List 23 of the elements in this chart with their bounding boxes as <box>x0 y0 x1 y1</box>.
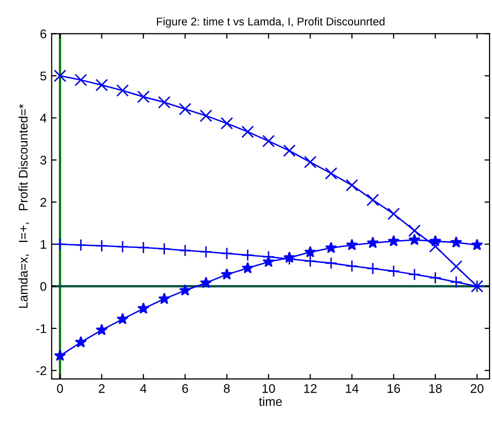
x-tick-label: 6 <box>182 384 188 393</box>
x-tick-label: 4 <box>140 384 147 393</box>
x-tick-label: 0 <box>57 384 63 393</box>
y-tick-label: 2 <box>40 198 46 207</box>
x-tick-label: 12 <box>304 384 317 393</box>
x-tick-label: 16 <box>388 384 400 393</box>
x-tick-label: 10 <box>262 384 275 393</box>
y-tick-label: -1 <box>36 324 46 333</box>
x-tick-label: 8 <box>224 384 230 393</box>
x-axis-title: time <box>258 396 282 406</box>
x-tick-label: 2 <box>98 384 105 393</box>
y-tick-label: 3 <box>40 156 46 165</box>
y-tick-label: 1 <box>40 240 46 249</box>
x-tick-label: 14 <box>346 384 359 393</box>
y-tick-label: 6 <box>40 29 46 38</box>
y-tick-label: 4 <box>40 114 46 122</box>
y-axis-title: Lamda=x, I=+, Profit Discounted=* <box>18 104 30 308</box>
x-tick-label: 20 <box>470 384 484 393</box>
y-tick-label: 5 <box>40 72 46 80</box>
chart-title: Figure 2: time t vs Lamda, I, Profit Discounrted <box>156 17 384 28</box>
y-tick-label: -2 <box>36 366 46 376</box>
y-tick-label: 0 <box>40 282 46 291</box>
x-tick-label: 18 <box>429 384 442 393</box>
